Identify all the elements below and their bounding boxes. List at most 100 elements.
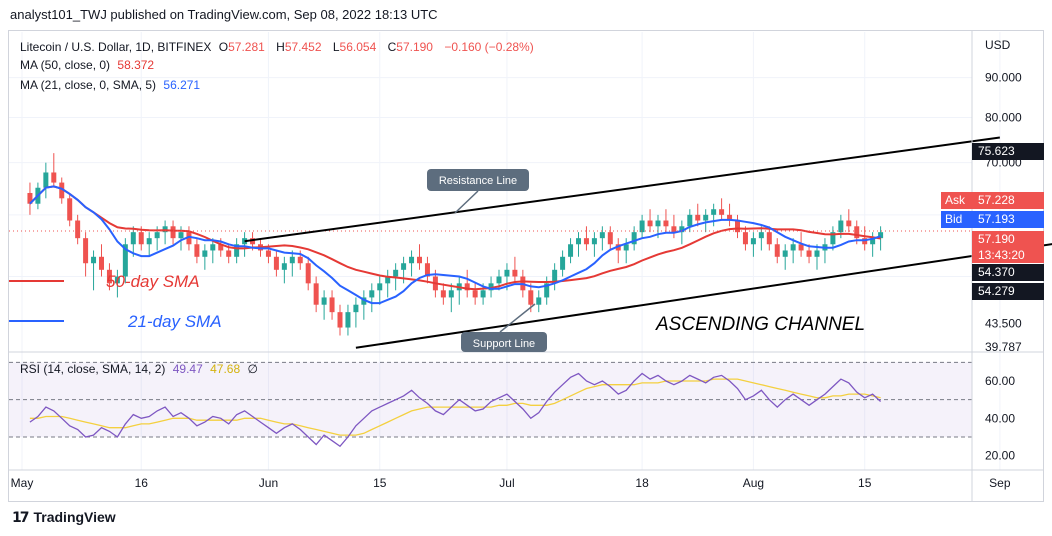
candle-body	[377, 283, 383, 291]
ask-price-tag: 57.228	[972, 192, 1044, 209]
candle-body	[353, 304, 359, 313]
price-tick-label: 39.787	[985, 340, 1022, 354]
rsi-line	[29, 372, 882, 448]
candle-body	[846, 220, 852, 227]
candle-body	[313, 283, 319, 305]
low-value: 56.054	[339, 40, 377, 54]
candle-body	[512, 269, 518, 277]
candle-body	[289, 256, 295, 264]
candle-body	[560, 256, 566, 270]
ohlc-legend: Litecoin / U.S. Dollar, 1D, BITFINEX O57…	[20, 40, 538, 54]
candle-body	[250, 238, 256, 245]
close-label: C	[387, 40, 397, 54]
sma50-key-label: 50-day SMA	[106, 272, 200, 291]
candle-body	[552, 269, 558, 284]
time-tick-label: May	[11, 476, 34, 490]
time-tick-label: 16	[135, 476, 149, 490]
high-label: H	[276, 40, 285, 54]
candle-body	[544, 283, 550, 298]
sma21-key-label: 21-day SMA	[127, 312, 222, 331]
rsi-label: RSI (14, close, SMA, 14, 2)	[20, 362, 166, 376]
moving-averages	[9, 185, 972, 305]
last-price: 57.190	[978, 232, 1015, 246]
candle-body	[536, 297, 542, 305]
candle-body	[440, 290, 446, 298]
candle-body	[281, 263, 287, 270]
publish-header: analyst101_TWJ published on TradingView.…	[10, 7, 438, 22]
candle-body	[735, 220, 740, 233]
candle-body	[862, 238, 868, 245]
candle-body	[528, 290, 534, 305]
candle-body	[194, 244, 200, 257]
candle-body	[51, 172, 57, 183]
candle-body	[154, 232, 160, 239]
candle-body	[297, 256, 303, 264]
channel-title: ASCENDING CHANNEL	[655, 314, 865, 335]
candle-body	[99, 256, 104, 270]
candle-body	[27, 192, 33, 204]
resistance-callout-pointer	[454, 190, 479, 214]
candle-body	[591, 238, 597, 245]
candle-body	[870, 238, 876, 245]
candle-body	[663, 220, 669, 227]
candle-body	[671, 226, 677, 233]
candle-body	[814, 250, 820, 257]
candle-body	[43, 172, 49, 188]
tradingview-logo[interactable]: 17 TradingView	[12, 509, 116, 526]
support-line	[355, 243, 1052, 349]
candle-body	[599, 232, 605, 239]
symbol-label[interactable]: Litecoin / U.S. Dollar, 1D, BITFINEX	[20, 40, 212, 54]
candle-body	[59, 182, 65, 199]
candle-body	[576, 238, 581, 245]
candle-body	[202, 250, 208, 257]
candle-body	[480, 290, 486, 298]
price-tick-label: 90.000	[985, 71, 1022, 85]
candle-body	[337, 312, 343, 328]
time-tick-label: Aug	[743, 476, 764, 490]
ascending-channel	[244, 136, 1052, 349]
close-value: 57.190	[396, 40, 433, 54]
rsi-extra: ∅	[247, 362, 258, 376]
candle-body	[766, 232, 772, 245]
tv-logo-icon: 17	[12, 510, 30, 526]
ma50-axis-tag: 75.623	[972, 143, 1044, 160]
price-tick-label: 80.000	[985, 110, 1022, 124]
last-price-tag: 57.190 13:43:20	[972, 231, 1044, 263]
candle-body	[226, 250, 232, 257]
time-tick-label: 15	[858, 476, 872, 490]
price-tag-1: 54.370	[972, 264, 1044, 281]
rsi-tick-label: 20.00	[985, 449, 1015, 463]
candle-body	[234, 244, 240, 257]
candle-body	[122, 244, 128, 277]
rsi-legend[interactable]: RSI (14, close, SMA, 14, 2) 49.47 47.68 …	[20, 362, 262, 376]
annotations: Resistance Line Support Line ASCENDING CHA…	[9, 169, 865, 352]
resistance-label: Resistance Line	[439, 175, 517, 187]
support-label: Support Line	[473, 338, 535, 350]
candle-body	[369, 290, 375, 298]
time-tick-label: 15	[373, 476, 387, 490]
candle-body	[448, 290, 454, 298]
candle-body	[464, 283, 470, 291]
candle-body	[639, 220, 645, 233]
candle-body	[186, 232, 192, 245]
candle-body	[583, 238, 589, 245]
ma50-legend[interactable]: MA (50, close, 0) 58.372	[20, 58, 158, 72]
candle-body	[321, 297, 327, 305]
candle-body	[210, 244, 216, 251]
candle-body	[329, 297, 335, 313]
ma50-label: MA (50, close, 0)	[20, 58, 111, 72]
candle-body	[695, 214, 701, 221]
candle-body	[878, 232, 884, 239]
candle-body	[830, 232, 836, 245]
time-tick-label: Jun	[259, 476, 278, 490]
candle-body	[631, 232, 637, 245]
bid-price-tag: 57.193	[972, 211, 1044, 228]
candle-body	[607, 232, 613, 245]
resistance-line	[244, 136, 1000, 243]
candle-body	[750, 238, 756, 245]
rsi-background	[9, 361, 972, 438]
candle-body	[409, 256, 415, 264]
ma21-legend[interactable]: MA (21, close, 0, SMA, 5) 56.271	[20, 78, 204, 92]
low-label: L	[332, 40, 340, 54]
